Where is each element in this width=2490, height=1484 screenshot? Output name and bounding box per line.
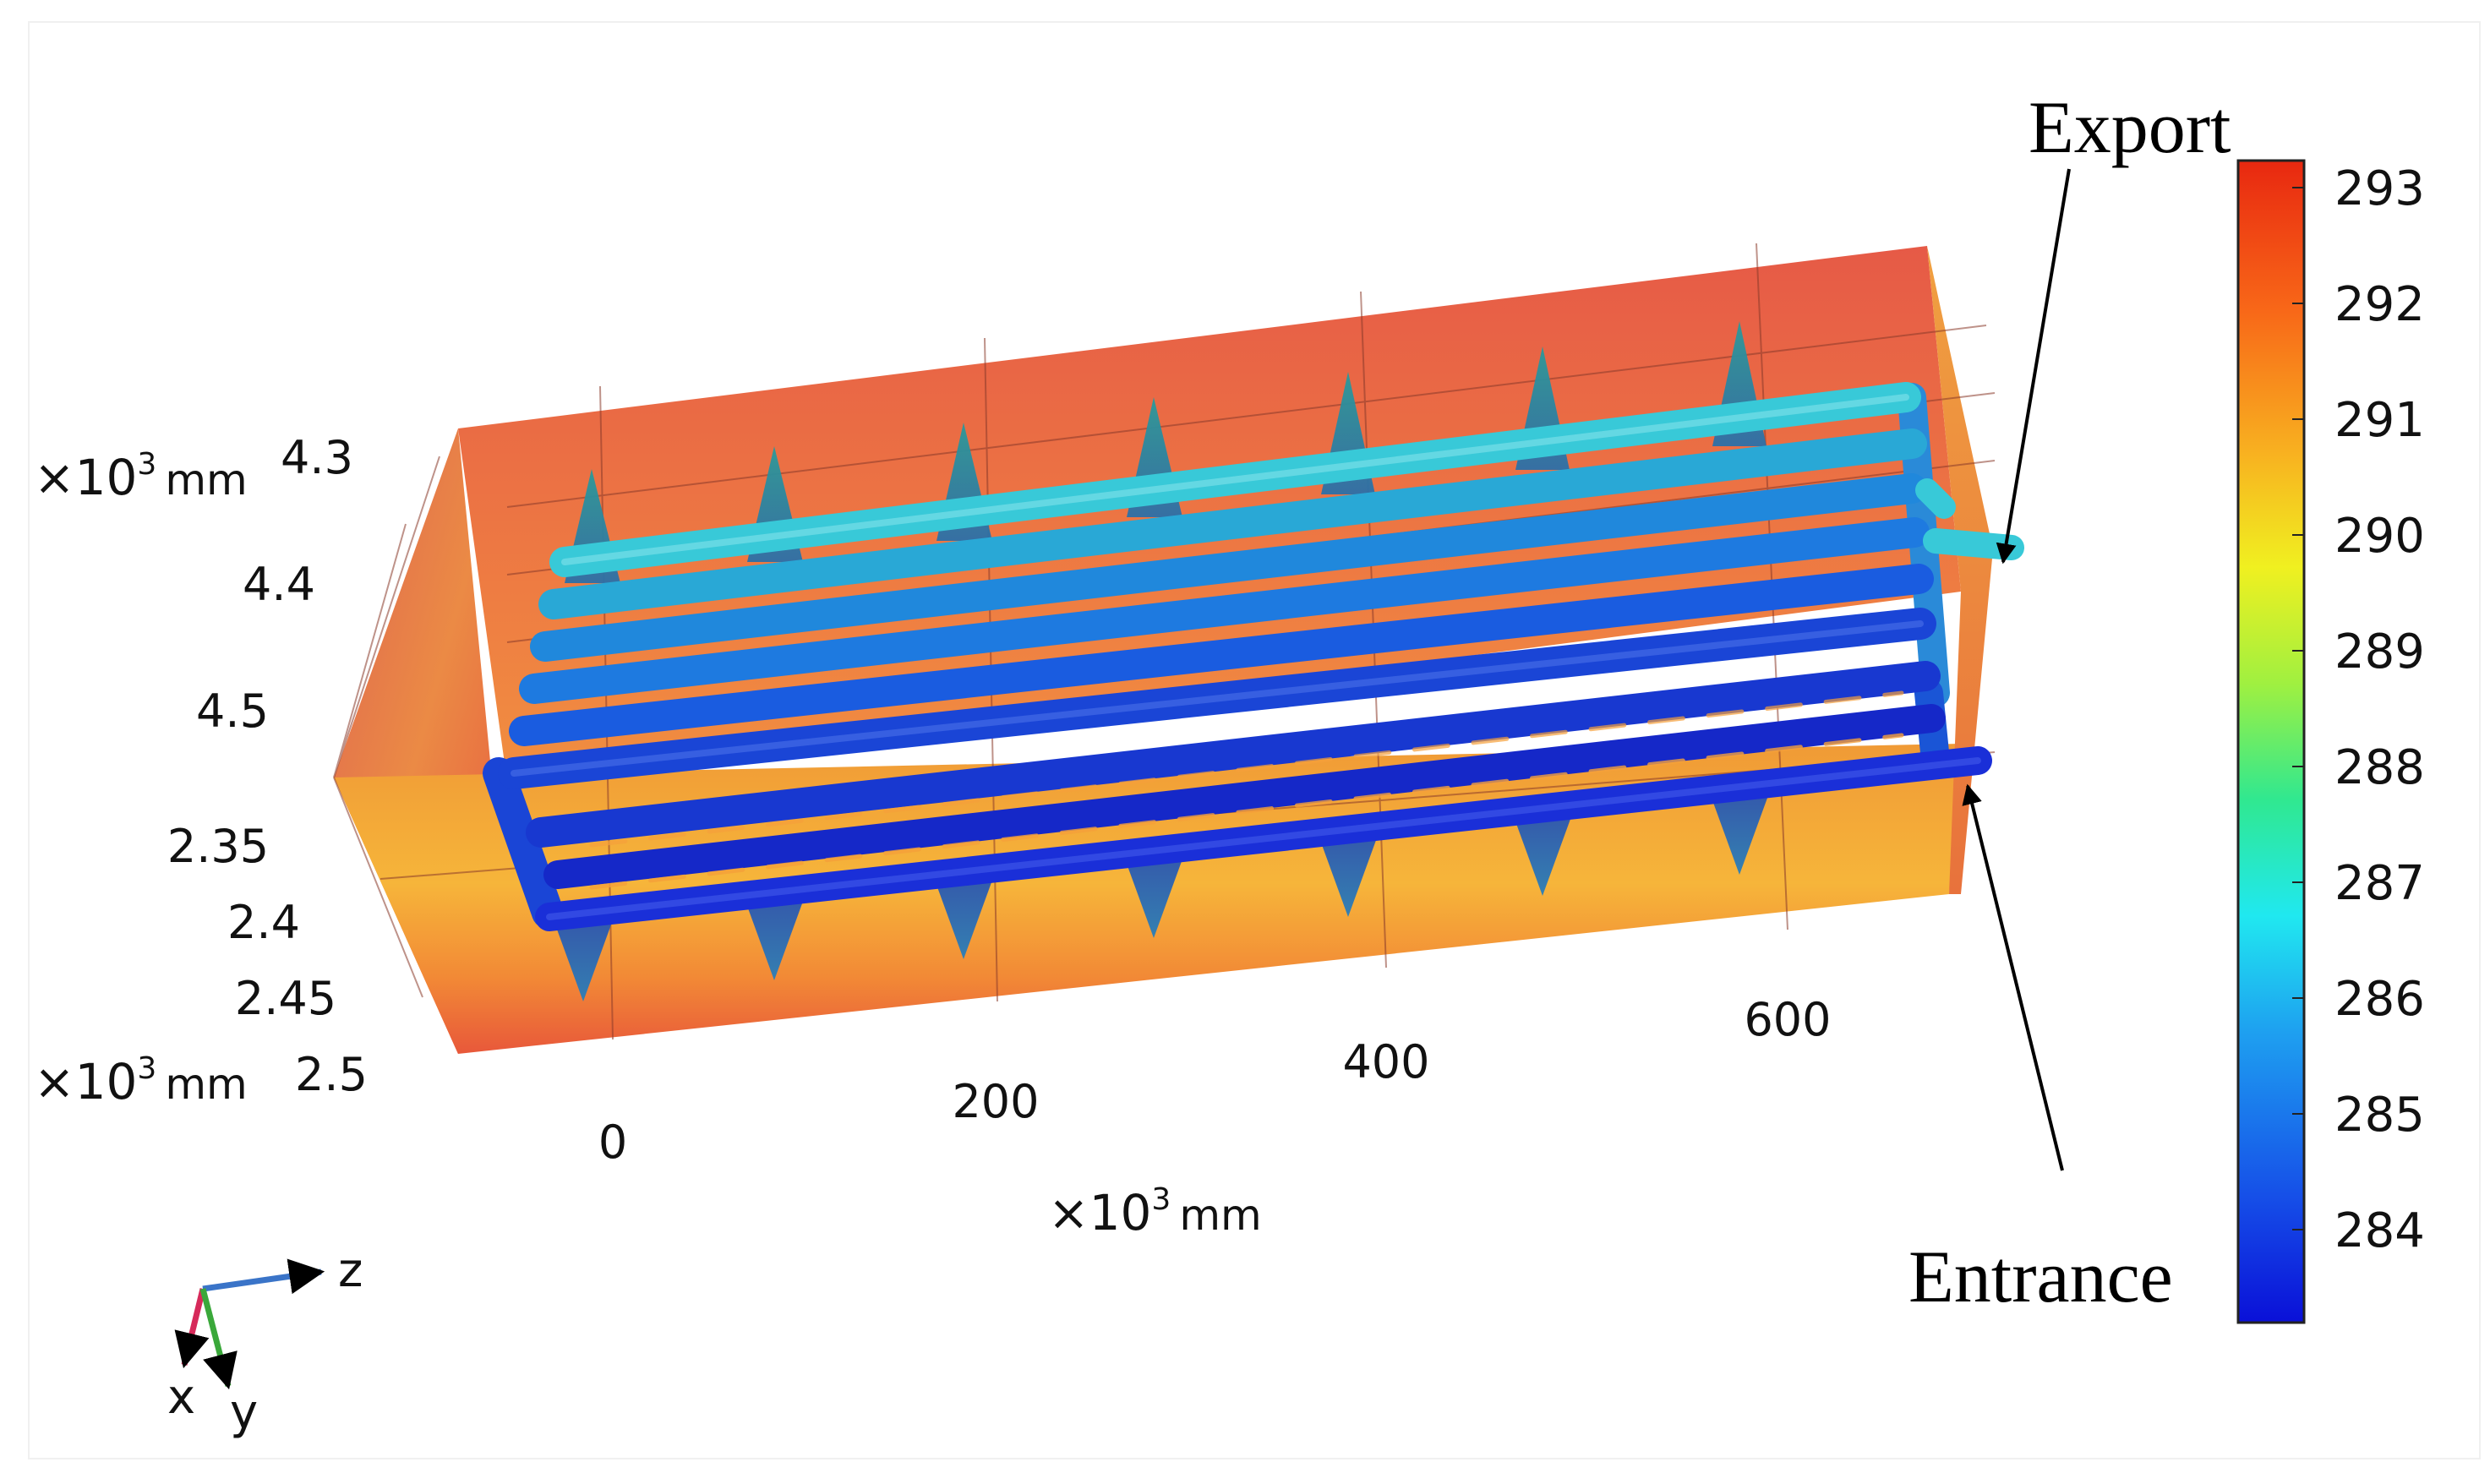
- length-tick: 600: [1744, 993, 1831, 1046]
- triad-z-label: z: [338, 1243, 363, 1298]
- colorbar-tick-label: 285: [2334, 1088, 2425, 1143]
- entrance-arrow: [1962, 783, 2064, 1171]
- colorbar-tick-label: 284: [2334, 1203, 2425, 1258]
- pipe-5: [509, 564, 1934, 746]
- colorbar-tick-label: 286: [2334, 972, 2425, 1027]
- vertical-tick: 2.45: [235, 972, 336, 1025]
- colorbar-tick-label: 292: [2334, 277, 2425, 332]
- colorbar-tick-label: 287: [2334, 856, 2425, 911]
- vertical-unit: ×103 mm: [34, 1051, 248, 1110]
- fins-bottom: [549, 782, 1773, 1001]
- vertical-tick: 2.4: [227, 896, 300, 949]
- callouts: Export Entrance: [1908, 87, 2231, 1318]
- colorbar-tick-label: 290: [2334, 509, 2425, 564]
- pipe-7: [526, 661, 1941, 848]
- vertical-tick: 2.35: [167, 820, 269, 873]
- entrance-label: Entrance: [1908, 1236, 2173, 1318]
- pipe-6: [498, 608, 1936, 789]
- pipe-bank: [483, 382, 2024, 931]
- colorbar-tick-label: 291: [2334, 393, 2425, 448]
- colorbar-tick-label: 288: [2334, 740, 2425, 795]
- axis-triad: z x y: [167, 1243, 363, 1440]
- export-label: Export: [2029, 87, 2231, 169]
- depth-tick: 4.3: [281, 431, 353, 484]
- box-right-face: [1927, 246, 1993, 894]
- depth-tick: 4.5: [196, 685, 269, 738]
- length-tick: 400: [1342, 1035, 1429, 1088]
- colorbar: 293 292 291 290 289 288 287 286 285 284: [2236, 159, 2425, 1324]
- triad-y-label: y: [230, 1385, 258, 1440]
- vertical-tick: 2.5: [295, 1048, 368, 1101]
- triad-y-axis: [199, 1288, 238, 1390]
- vertical-axis: 2.35 2.4 2.45 2.5 ×103 mm: [34, 820, 368, 1110]
- export-pipe: [1923, 528, 2024, 560]
- colorbar-tick-label: 293: [2334, 161, 2425, 216]
- length-tick: 0: [598, 1116, 627, 1169]
- triad-z-axis: [202, 1258, 325, 1295]
- heat-exchanger-box: [333, 243, 2024, 1054]
- triad-x-axis: [174, 1288, 210, 1369]
- length-tick: 200: [952, 1075, 1039, 1128]
- depth-tick: 4.4: [243, 558, 315, 611]
- pipe-3: [530, 473, 1927, 662]
- depth-axis: 4.3 4.4 4.5 ×103 mm: [34, 431, 353, 738]
- pipe-2: [538, 428, 1927, 619]
- colorbar-strip: [2236, 159, 2306, 1324]
- length-axis: 0 200 400 600 ×103 mm: [598, 993, 1832, 1241]
- colorbar-tick-label: 289: [2334, 625, 2425, 679]
- length-unit: ×103 mm: [1048, 1182, 1262, 1241]
- export-arrow: [1996, 168, 2071, 565]
- pipe-4: [519, 517, 1930, 704]
- depth-unit: ×103 mm: [34, 447, 248, 506]
- pipe-8: [543, 704, 1946, 889]
- triad-x-label: x: [167, 1370, 195, 1425]
